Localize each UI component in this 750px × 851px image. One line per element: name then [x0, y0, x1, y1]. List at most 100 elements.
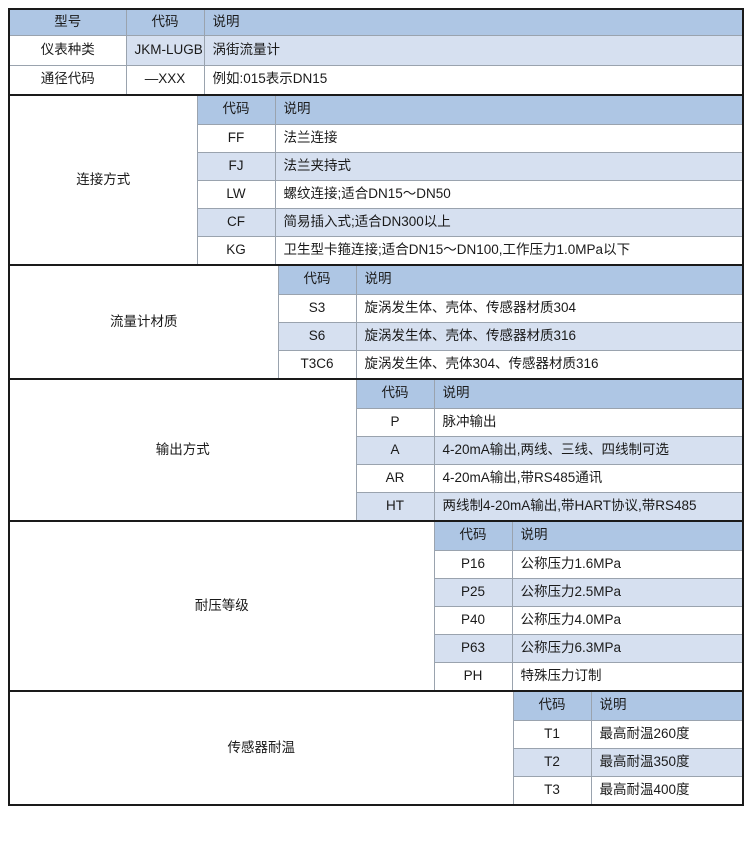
subheader-code-1: 代码: [277, 267, 357, 295]
row-1-desc: 例如:015表示DN15: [203, 64, 744, 96]
code-row: P25 公称压力2.5MPa: [11, 577, 741, 607]
section-row-0: 连接方式 代码 说明 FF 法兰连接 FJ 法兰夹持式 LW 螺纹连接;适合DN15～DN50 C…: [8, 94, 744, 266]
code-row: PH 特殊压力订制: [11, 661, 741, 689]
desc-cell: 两线制4-20mA输出,带HART协议,带RS485: [433, 491, 741, 519]
code-cell: T3: [512, 775, 592, 803]
code-row: LW 螺纹连接;适合DN15～DN50: [11, 179, 741, 209]
section-subheader-row: 连接方式 代码 说明: [11, 97, 741, 263]
table-row: 仪表种类 JKM-LUGB 涡街流量计: [8, 34, 744, 66]
code-row: A 4-20mA输出,两线、三线、四线制可选: [11, 435, 741, 465]
code-cell: P: [355, 407, 435, 437]
row-0-desc: 涡街流量计: [203, 34, 744, 66]
section-label-0: 连接方式: [11, 97, 198, 263]
specification-table: 型号 代码 说明 仪表种类 JKM-LUGB 涡街流量计 通径代码 —XXX 例如:015表示D…: [8, 8, 744, 806]
section-subheader-row: 传感器耐温 代码 说明: [11, 693, 741, 803]
subheader-desc-1: 说明: [355, 267, 741, 295]
code-cell: P16: [433, 549, 513, 579]
section-subheader-row: 流量计材质 代码 说明: [11, 267, 741, 377]
code-cell: S6: [277, 321, 357, 351]
desc-cell: 法兰夹持式: [274, 151, 741, 181]
code-row: T3C6 旋涡发生体、壳体304、传感器材质316: [11, 349, 741, 377]
section-row-2: 输出方式 代码 说明 P 脉冲输出 A 4-20mA输出,两线、三线、四线制可选 AR 4-20…: [8, 378, 744, 522]
desc-cell: 脉冲输出: [433, 407, 741, 437]
desc-cell: 4-20mA输出,带RS485通讯: [433, 463, 741, 493]
row-1-name: 通径代码: [8, 64, 127, 96]
desc-cell: 法兰连接: [274, 123, 741, 153]
section-label-2: 输出方式: [11, 381, 357, 519]
section-container-0: 连接方式 代码 说明 FF 法兰连接 FJ 法兰夹持式 LW 螺纹连接;适合DN15～DN50 C…: [8, 94, 744, 266]
desc-cell: 简易插入式;适合DN300以上: [274, 207, 741, 237]
desc-cell: 旋涡发生体、壳体、传感器材质316: [355, 321, 741, 351]
code-cell: LW: [196, 179, 276, 209]
desc-cell: 旋涡发生体、壳体、传感器材质304: [355, 293, 741, 323]
header-cell-description: 说明: [203, 8, 744, 36]
table-header-row: 型号 代码 说明: [8, 8, 744, 36]
code-row: HT 两线制4-20mA输出,带HART协议,带RS485: [11, 491, 741, 519]
code-cell: A: [355, 435, 435, 465]
section-container-4: 传感器耐温 代码 说明 T1 最高耐温260度 T2 最高耐温350度 T3 最高耐温400度: [8, 690, 744, 806]
code-cell: FJ: [196, 151, 276, 181]
code-row: CF 简易插入式;适合DN300以上: [11, 207, 741, 237]
desc-cell: 最高耐温260度: [590, 719, 741, 749]
desc-cell: 公称压力1.6MPa: [511, 549, 741, 579]
code-cell: HT: [355, 491, 435, 519]
section-container-2: 输出方式 代码 说明 P 脉冲输出 A 4-20mA输出,两线、三线、四线制可选 AR 4-20…: [8, 378, 744, 522]
code-row: P40 公称压力4.0MPa: [11, 605, 741, 635]
code-cell: CF: [196, 207, 276, 237]
desc-cell: 特殊压力订制: [511, 661, 741, 689]
desc-cell: 最高耐温350度: [590, 747, 741, 777]
section-subheader-row: 输出方式 代码 说明: [11, 381, 741, 519]
code-row: T1 最高耐温260度: [11, 719, 741, 749]
desc-cell: 4-20mA输出,两线、三线、四线制可选: [433, 435, 741, 465]
subheader-code-0: 代码: [196, 97, 276, 125]
desc-cell: 最高耐温400度: [590, 775, 741, 803]
code-cell: P25: [433, 577, 513, 607]
section-container-1: 流量计材质 代码 说明 S3 旋涡发生体、壳体、传感器材质304 S6 旋涡发生体、壳体、传…: [8, 264, 744, 380]
desc-cell: 公称压力6.3MPa: [511, 633, 741, 663]
code-row: P16 公称压力1.6MPa: [11, 549, 741, 579]
table-row: 通径代码 —XXX 例如:015表示DN15: [8, 64, 744, 96]
code-cell: P63: [433, 633, 513, 663]
section-label-1: 流量计材质: [11, 267, 279, 377]
code-cell: T2: [512, 747, 592, 777]
section-subtable-1: 流量计材质 代码 说明 S3 旋涡发生体、壳体、传感器材质304 S6 旋涡发生体、壳体、传…: [11, 267, 741, 377]
section-row-4: 传感器耐温 代码 说明 T1 最高耐温260度 T2 最高耐温350度 T3 最高耐温400度: [8, 690, 744, 806]
section-row-3: 耐压等级 代码 说明 P16 公称压力1.6MPa P25 公称压力2.5MPa P40 公称压…: [8, 520, 744, 692]
section-subtable-3: 耐压等级 代码 说明 P16 公称压力1.6MPa P25 公称压力2.5MPa P40 公称压…: [11, 523, 741, 689]
section-label-3: 耐压等级: [11, 523, 435, 689]
code-cell: T1: [512, 719, 592, 749]
row-0-code: JKM-LUGB: [125, 34, 205, 66]
code-row: S3 旋涡发生体、壳体、传感器材质304: [11, 293, 741, 323]
desc-cell: 卫生型卡箍连接;适合DN15～DN100,工作压力1.0MPa以下: [274, 235, 741, 263]
code-cell: PH: [433, 661, 513, 689]
subheader-code-2: 代码: [355, 381, 435, 409]
section-subheader-row: 耐压等级 代码 说明: [11, 523, 741, 689]
subheader-desc-4: 说明: [590, 693, 741, 721]
desc-cell: 螺纹连接;适合DN15～DN50: [274, 179, 741, 209]
section-subtable-0: 连接方式 代码 说明 FF 法兰连接 FJ 法兰夹持式 LW 螺纹连接;适合DN15～DN50 C…: [11, 97, 741, 263]
subheader-desc-3: 说明: [511, 523, 741, 551]
header-cell-model: 型号: [8, 8, 127, 36]
header-cell-code: 代码: [125, 8, 205, 36]
subheader-code-4: 代码: [512, 693, 592, 721]
code-row: AR 4-20mA输出,带RS485通讯: [11, 463, 741, 493]
code-row: P 脉冲输出: [11, 407, 741, 437]
code-row: T3 最高耐温400度: [11, 775, 741, 803]
subheader-desc-0: 说明: [274, 97, 741, 125]
desc-cell: 公称压力2.5MPa: [511, 577, 741, 607]
subheader-code-3: 代码: [433, 523, 513, 551]
section-subtable-2: 输出方式 代码 说明 P 脉冲输出 A 4-20mA输出,两线、三线、四线制可选 AR 4-20…: [11, 381, 741, 519]
desc-cell: 旋涡发生体、壳体304、传感器材质316: [355, 349, 741, 377]
code-row: S6 旋涡发生体、壳体、传感器材质316: [11, 321, 741, 351]
row-1-code: —XXX: [125, 64, 205, 96]
section-row-1: 流量计材质 代码 说明 S3 旋涡发生体、壳体、传感器材质304 S6 旋涡发生体、壳体、传…: [8, 264, 744, 380]
code-cell: AR: [355, 463, 435, 493]
code-row: T2 最高耐温350度: [11, 747, 741, 777]
code-cell: KG: [196, 235, 276, 263]
code-cell: P40: [433, 605, 513, 635]
code-cell: S3: [277, 293, 357, 323]
subheader-desc-2: 说明: [433, 381, 741, 409]
row-0-name: 仪表种类: [8, 34, 127, 66]
section-container-3: 耐压等级 代码 说明 P16 公称压力1.6MPa P25 公称压力2.5MPa P40 公称压…: [8, 520, 744, 692]
code-cell: T3C6: [277, 349, 357, 377]
